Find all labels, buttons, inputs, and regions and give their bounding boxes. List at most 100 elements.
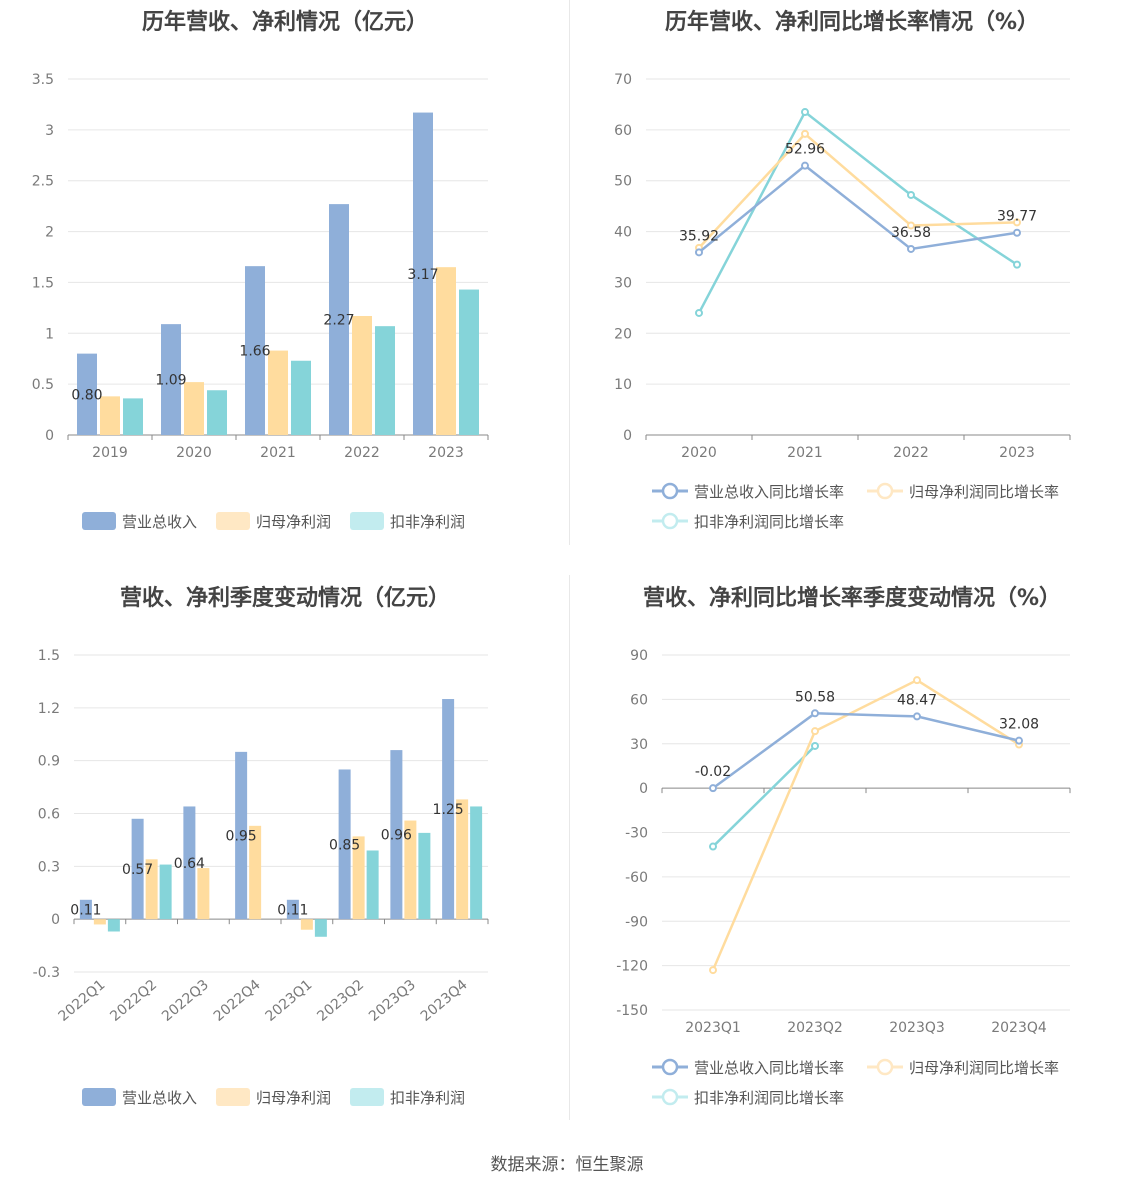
y-tick-label: 0.5 xyxy=(32,377,54,393)
data-label: 1.09 xyxy=(155,373,186,389)
bar xyxy=(145,859,158,920)
data-label: 0.57 xyxy=(122,862,153,878)
data-label: 2.27 xyxy=(323,313,354,329)
y-tick-label: 1.2 xyxy=(38,701,60,717)
legend-label: 营业总收入 xyxy=(122,513,197,531)
x-tick-label: 2022Q1 xyxy=(56,977,109,1025)
y-tick-label: 0 xyxy=(623,428,632,444)
y-tick-label: 0 xyxy=(45,428,54,444)
bar xyxy=(268,350,288,435)
legend-label: 归母净利润 xyxy=(256,1089,331,1107)
x-tick-label: 2023Q1 xyxy=(263,977,316,1025)
y-tick-label: 1.5 xyxy=(32,275,54,291)
bar xyxy=(418,832,431,920)
bar xyxy=(456,799,469,920)
y-tick-label: 60 xyxy=(630,692,648,708)
bar xyxy=(413,112,433,436)
bar xyxy=(338,769,351,920)
y-tick-label: -150 xyxy=(616,1003,648,1019)
data-point xyxy=(1015,736,1023,745)
legend-label: 营业总收入 xyxy=(122,1089,197,1107)
data-label: 0.95 xyxy=(226,829,257,845)
x-tick-label: 2022Q2 xyxy=(107,977,160,1025)
chart-title: 历年营收、净利同比增长率情况（%） xyxy=(664,10,1040,35)
data-label: 48.47 xyxy=(897,692,937,708)
legend-swatch xyxy=(82,1088,116,1106)
data-label: 0.96 xyxy=(381,828,412,844)
data-label: 1.66 xyxy=(239,344,270,360)
data-point xyxy=(1013,260,1021,269)
data-label: 39.77 xyxy=(997,209,1037,225)
data-label: 0.11 xyxy=(277,902,308,918)
x-tick-label: 2023Q3 xyxy=(366,977,419,1025)
legend-label: 营业总收入同比增长率 xyxy=(694,483,844,501)
chart-title: 营收、净利同比增长率季度变动情况（%） xyxy=(642,586,1062,611)
legend-marker xyxy=(661,1088,679,1106)
x-tick-label: 2023Q2 xyxy=(787,1020,843,1036)
data-label: 0.11 xyxy=(70,902,101,918)
annual-growth-chart: 0 10 20 30 40 50 60 70 2020 2021 2022 2023 35.92 52.9… xyxy=(614,72,1071,531)
legend-label: 营业总收入同比增长率 xyxy=(694,1059,844,1077)
series-line xyxy=(698,164,1018,254)
annual-bar-panel: 历年营收、净利情况（亿元） 0 0.5 1 1.5 2 2.5 3 3.5 2019 2020 20… xyxy=(0,0,570,545)
bar xyxy=(197,868,210,920)
data-label: 35.92 xyxy=(679,228,719,244)
series-line xyxy=(712,745,816,848)
bar xyxy=(235,751,248,920)
bar xyxy=(93,919,106,925)
bar xyxy=(286,899,299,920)
chart-title: 营收、净利季度变动情况（亿元） xyxy=(119,586,450,611)
data-label: 1.25 xyxy=(433,802,464,818)
y-tick-label: 0 xyxy=(639,781,648,797)
data-point xyxy=(1013,228,1021,237)
bar xyxy=(100,396,120,435)
x-tick-label: 2022Q3 xyxy=(159,977,212,1025)
x-tick-label: 2023Q3 xyxy=(889,1020,945,1036)
y-tick-label: 30 xyxy=(614,275,632,291)
data-point xyxy=(801,108,809,117)
legend-swatch xyxy=(82,512,116,530)
bar xyxy=(183,806,196,920)
y-tick-label: 50 xyxy=(614,174,632,190)
bar xyxy=(77,353,97,435)
x-tick-label: 2022Q4 xyxy=(211,977,264,1025)
data-label: 32.08 xyxy=(999,717,1039,733)
bar xyxy=(314,919,327,937)
legend-marker xyxy=(661,512,679,530)
bar xyxy=(79,899,92,920)
x-tick-label: 2021 xyxy=(260,445,296,461)
data-point xyxy=(1013,218,1021,227)
legend-marker xyxy=(876,1058,894,1076)
y-tick-label: 40 xyxy=(614,225,632,241)
quarterly-growth-panel: 营收、净利同比增长率季度变动情况（%） -150 -120 -90 -60 -30 0 30… xyxy=(570,575,1134,1120)
bar xyxy=(459,289,479,435)
data-source: 数据来源：恒生聚源 xyxy=(490,1155,644,1175)
quarterly-growth-chart: -150 -120 -90 -60 -30 0 30 60 90 2023Q1 2023Q2 2023… xyxy=(616,648,1071,1107)
series-line xyxy=(712,712,1020,790)
y-tick-label: -120 xyxy=(616,959,648,975)
data-label: 0.85 xyxy=(329,837,360,853)
y-tick-label: 0.9 xyxy=(38,754,60,770)
bar xyxy=(131,818,144,920)
legend-swatch xyxy=(350,512,384,530)
x-tick-label: 2023Q2 xyxy=(314,977,367,1025)
y-tick-label: -90 xyxy=(625,914,648,930)
x-tick-label: 2020 xyxy=(176,445,212,461)
x-tick-label: 2023 xyxy=(428,445,464,461)
x-tick-label: 2023Q4 xyxy=(418,977,471,1025)
x-tick-label: 2020 xyxy=(681,445,717,461)
data-point xyxy=(709,842,717,851)
divider xyxy=(569,575,570,1120)
data-label: 0.80 xyxy=(71,387,102,403)
series-line xyxy=(697,110,1018,314)
data-point xyxy=(709,784,717,793)
bar xyxy=(470,806,483,920)
bar xyxy=(366,850,379,920)
y-tick-label: 1 xyxy=(45,326,54,342)
bar xyxy=(404,820,417,920)
bar xyxy=(390,750,403,920)
bar xyxy=(123,398,143,435)
legend-label: 扣非净利润 xyxy=(390,513,465,531)
bar xyxy=(159,864,172,920)
data-label: 3.17 xyxy=(407,267,438,283)
